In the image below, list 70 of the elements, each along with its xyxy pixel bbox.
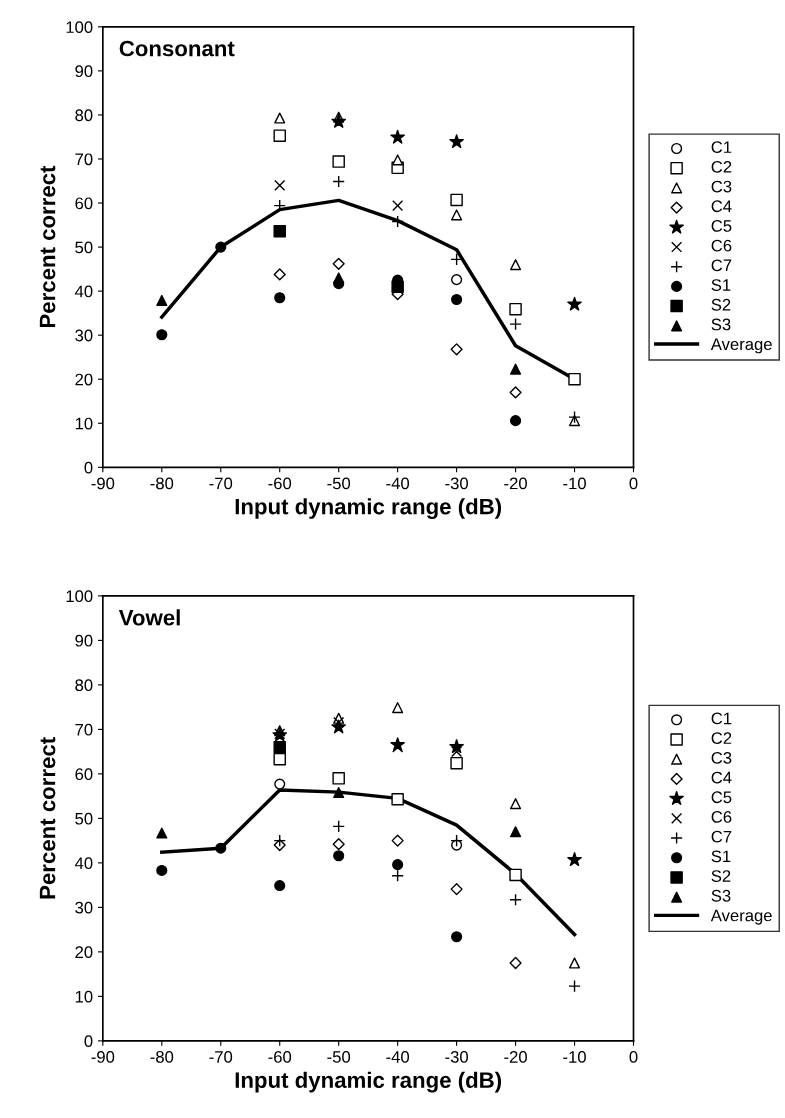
y-tick-label: 30 [75,901,93,914]
legend-label: C7 [711,259,732,272]
legend-label: C2 [711,732,732,745]
chart-title: Consonant [119,40,235,57]
x-tick-label: -70 [209,1051,233,1063]
y-tick-label: 30 [75,329,93,342]
x-tick-label: -80 [150,477,174,490]
x-tick-label: 0 [629,1051,638,1063]
legend-label: C3 [711,751,732,764]
x-tick-label: -20 [504,1051,527,1063]
legend-label: S3 [711,889,731,902]
y-tick-label: 60 [75,197,93,210]
x-tick-label: -30 [445,477,468,490]
y-tick-label: 0 [84,1035,93,1048]
y-tick-label: 80 [75,679,93,692]
legend-label: C1 [711,141,732,154]
y-tick-label: 40 [74,285,93,298]
y-tick-label: 90 [75,634,93,647]
legend-label: C1 [711,712,732,725]
legend-label: C5 [711,791,732,804]
legend-label: C2 [711,160,732,173]
legend-label: C4 [711,200,732,213]
y-tick-label: 0 [84,461,93,474]
x-tick-label: -70 [209,477,233,490]
legend-label: S3 [711,318,731,331]
y-tick-label: 20 [75,946,93,959]
x-tick-label: -30 [445,1051,468,1063]
y-tick-label: 70 [75,153,93,166]
x-axis-title: Input dynamic range (dB) [235,498,502,519]
legend-label: Average [710,909,772,925]
x-tick-label: -40 [386,1051,410,1063]
x-tick-label: -90 [91,1051,115,1063]
x-tick-label: -10 [563,477,586,490]
y-tick-label: 20 [75,373,93,386]
legend-label: C5 [711,220,732,232]
x-tick-label: -10 [563,1051,586,1063]
x-tick-label: -50 [327,1051,351,1063]
legend-label: C6 [711,239,732,252]
x-tick-label: -20 [504,477,527,490]
y-tick-label: 70 [75,723,93,736]
y-tick-label: 100 [66,590,93,603]
x-tick-label: 0 [629,477,638,490]
legend-label: C7 [711,830,732,843]
y-axis-title: Percent correct [39,165,56,328]
legend-label: S2 [711,870,731,882]
y-tick-label: 100 [66,21,93,34]
y-tick-label: 80 [75,109,93,122]
legend-label: C4 [711,771,732,784]
chart-title: Vowel [118,609,180,626]
y-tick-label: 50 [75,812,93,825]
legend-label: S1 [711,850,731,863]
legend-label: Average [710,338,772,354]
y-tick-label: 10 [75,417,93,430]
y-axis-title: Percent correct [39,737,56,899]
x-tick-label: -60 [268,477,292,490]
legend-label: S1 [711,279,731,291]
x-tick-label: -60 [268,1051,292,1063]
legend-label: C6 [711,811,732,823]
x-tick-label: -50 [327,477,351,490]
y-tick-label: 90 [75,65,93,78]
x-tick-label: -40 [386,477,410,490]
legend-label: C3 [711,180,732,193]
x-tick-label: -90 [91,477,115,490]
y-tick-label: 50 [75,241,93,254]
y-tick-label: 40 [74,857,93,870]
y-tick-label: 60 [75,768,93,781]
y-tick-label: 10 [75,990,93,1003]
legend-label: S2 [711,298,731,311]
x-axis-title: Input dynamic range (dB) [235,1071,502,1093]
x-tick-label: -80 [150,1051,174,1063]
